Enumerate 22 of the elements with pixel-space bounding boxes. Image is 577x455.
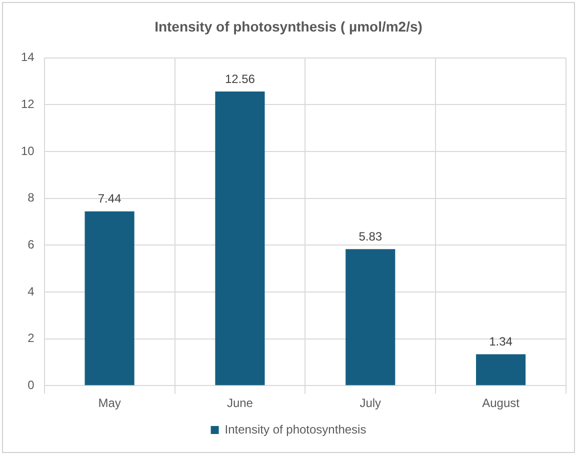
data-label: 5.83 [358, 229, 382, 244]
data-label: 1.34 [489, 334, 513, 349]
y-tick-label: 6 [28, 237, 35, 252]
y-tick-label: 12 [20, 96, 35, 111]
bar [346, 249, 396, 386]
x-tick-label: August [482, 396, 520, 410]
y-tick-label: 4 [28, 284, 35, 298]
chart-title: Intensity of photosynthesis ( µmol/m2/s) [154, 18, 422, 34]
y-tick-label: 0 [28, 378, 35, 392]
bar [476, 354, 526, 386]
x-tick-label: July [360, 396, 382, 410]
data-label: 12.56 [224, 72, 256, 86]
legend-label: Intensity of photosynthesis [224, 422, 366, 436]
bar [215, 92, 265, 386]
x-tick-label: May [98, 396, 121, 410]
y-tick-label: 10 [20, 144, 35, 158]
y-tick-label: 14 [20, 50, 35, 64]
y-tick-label: 8 [28, 190, 35, 205]
y-tick-label: 2 [28, 331, 35, 346]
x-tick-label: June [226, 396, 254, 410]
data-label: 7.44 [98, 192, 122, 206]
bar [84, 211, 134, 386]
